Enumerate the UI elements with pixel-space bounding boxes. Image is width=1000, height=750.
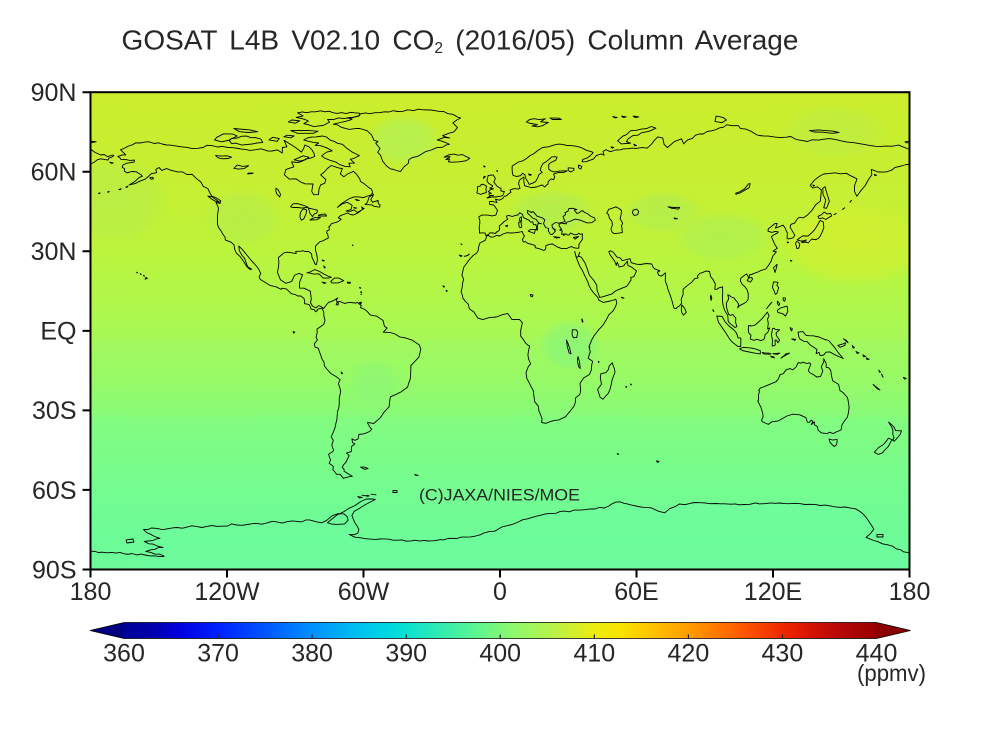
svg-text:90N: 90N <box>31 79 77 107</box>
svg-text:EQ: EQ <box>40 318 76 346</box>
svg-text:60W: 60W <box>338 578 390 606</box>
svg-text:430: 430 <box>762 640 804 668</box>
svg-text:90S: 90S <box>32 556 76 584</box>
svg-text:380: 380 <box>291 640 333 668</box>
svg-text:180: 180 <box>70 578 112 606</box>
svg-text:400: 400 <box>479 640 521 668</box>
svg-text:(C)JAXA/NIES/MOE: (C)JAXA/NIES/MOE <box>419 486 580 505</box>
svg-text:GOSAT L4B V02.10 CO2 (2016/05): GOSAT L4B V02.10 CO2 (2016/05) Column Av… <box>122 25 799 58</box>
svg-text:180: 180 <box>889 578 931 606</box>
svg-text:30S: 30S <box>32 397 76 425</box>
svg-text:(ppmv): (ppmv) <box>857 660 926 686</box>
svg-text:410: 410 <box>573 640 615 668</box>
svg-text:420: 420 <box>668 640 710 668</box>
svg-text:390: 390 <box>385 640 427 668</box>
svg-text:360: 360 <box>103 640 145 668</box>
svg-text:440: 440 <box>856 640 898 668</box>
svg-text:0: 0 <box>493 578 507 606</box>
svg-text:60E: 60E <box>614 578 658 606</box>
svg-text:120E: 120E <box>744 578 802 606</box>
svg-text:60N: 60N <box>31 159 77 187</box>
svg-text:30N: 30N <box>31 238 77 266</box>
svg-text:370: 370 <box>197 640 239 668</box>
svg-text:120W: 120W <box>194 578 260 606</box>
svg-text:60S: 60S <box>32 477 76 505</box>
